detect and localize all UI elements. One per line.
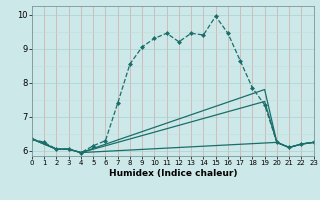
X-axis label: Humidex (Indice chaleur): Humidex (Indice chaleur) [108, 169, 237, 178]
